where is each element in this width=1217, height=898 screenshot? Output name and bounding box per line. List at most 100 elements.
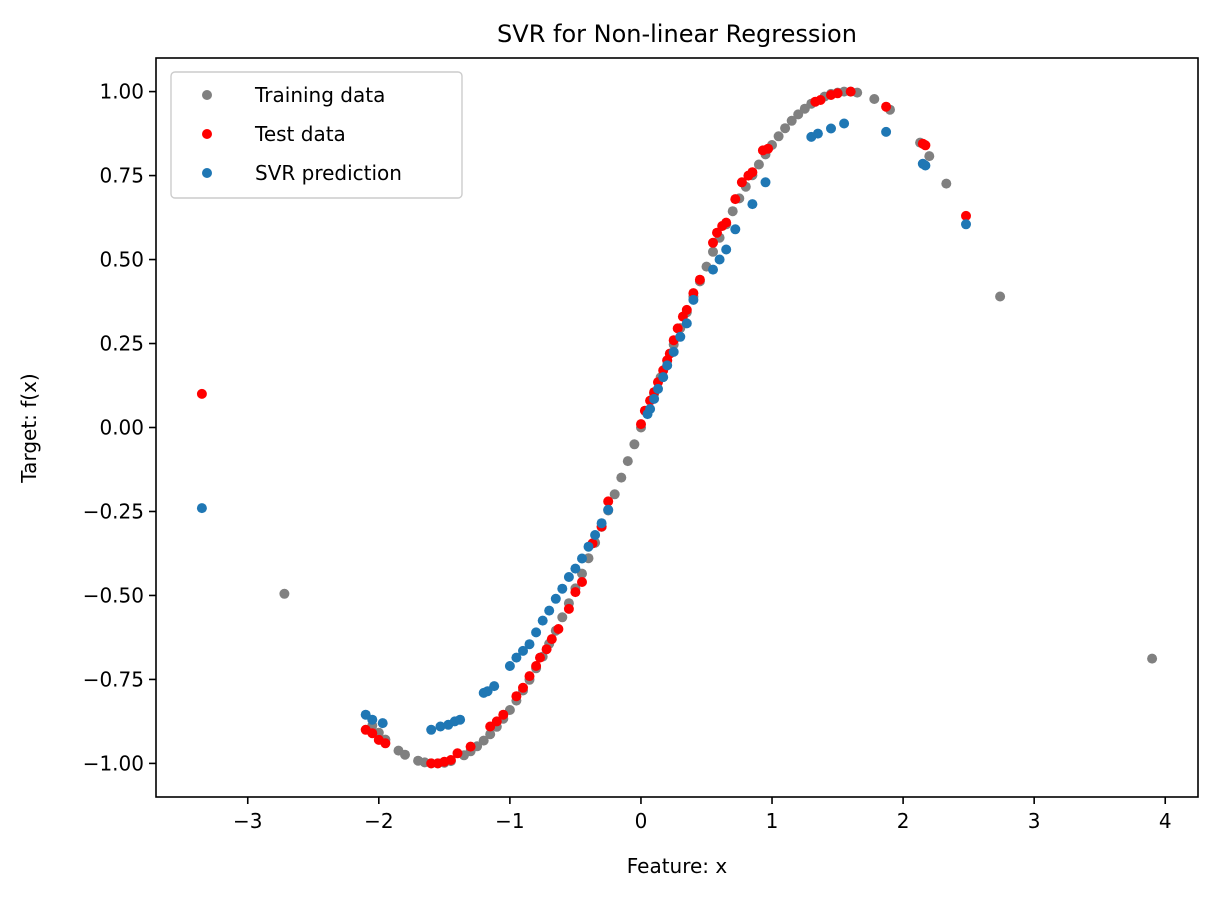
- data-point: [812, 128, 823, 139]
- data-point: [609, 489, 620, 500]
- data-point: [786, 115, 797, 126]
- data-point: [485, 729, 496, 740]
- data-point: [662, 360, 673, 371]
- data-point: [511, 691, 522, 702]
- data-point: [675, 331, 686, 342]
- x-tick-label: 0: [635, 809, 648, 833]
- data-point: [773, 131, 784, 142]
- data-point: [920, 160, 931, 171]
- data-point: [426, 724, 437, 735]
- data-point: [455, 714, 466, 725]
- data-point: [780, 123, 791, 134]
- y-tick-label: 0.75: [99, 164, 144, 188]
- data-point: [504, 661, 515, 671]
- data-point: [708, 246, 718, 257]
- data-point: [590, 530, 601, 540]
- data-point: [881, 126, 892, 137]
- data-point: [924, 151, 935, 162]
- data-point: [941, 178, 952, 189]
- data-point: [563, 603, 574, 614]
- data-point: [596, 518, 607, 529]
- data-point: [920, 140, 931, 151]
- data-point: [518, 645, 528, 656]
- data-point: [546, 634, 557, 645]
- data-point: [603, 496, 614, 507]
- y-tick-label: 1.00: [99, 80, 144, 104]
- data-point: [445, 755, 456, 765]
- data-point: [377, 718, 388, 729]
- data-point: [196, 388, 207, 399]
- data-point: [541, 644, 552, 655]
- data-point: [815, 95, 826, 105]
- data-point: [400, 749, 410, 760]
- data-point: [839, 118, 850, 129]
- data-point: [708, 264, 718, 275]
- data-point: [535, 652, 545, 663]
- data-point: [793, 109, 804, 120]
- y-tick-label: 0.25: [99, 332, 144, 356]
- data-point: [367, 728, 378, 739]
- data-point: [881, 101, 892, 112]
- data-point: [511, 652, 522, 663]
- data-point: [616, 472, 627, 483]
- data-point: [279, 588, 290, 599]
- data-point: [531, 661, 542, 671]
- data-point: [629, 439, 640, 450]
- x-tick-label: 4: [1159, 809, 1172, 833]
- y-tick-label: 0.50: [99, 248, 144, 272]
- data-point: [653, 383, 663, 394]
- plot-area: [196, 86, 1158, 769]
- data-point: [435, 721, 446, 732]
- data-point: [672, 323, 683, 334]
- data-point: [518, 682, 528, 693]
- data-point: [961, 219, 971, 230]
- x-tick-label: −1: [495, 809, 524, 833]
- data-point: [524, 671, 535, 682]
- data-point: [681, 304, 692, 315]
- data-point: [553, 624, 564, 634]
- plot-frame: [155, 57, 1199, 798]
- data-point: [570, 563, 581, 574]
- data-point: [645, 404, 656, 414]
- data-point: [845, 86, 856, 97]
- chart-title: SVR for Non-linear Regression: [497, 20, 857, 48]
- data-point: [727, 206, 738, 217]
- data-point: [603, 504, 614, 515]
- data-point: [478, 735, 489, 746]
- x-tick-label: −2: [364, 809, 393, 833]
- legend-label: Training data: [254, 83, 385, 107]
- data-point: [1147, 653, 1158, 664]
- data-point: [491, 716, 502, 727]
- data-point: [658, 372, 669, 383]
- y-tick-label: −0.50: [83, 583, 144, 607]
- data-point: [557, 612, 568, 623]
- legend-marker: [202, 129, 212, 139]
- data-point: [961, 210, 971, 221]
- data-point: [380, 738, 391, 749]
- x-tick-label: −3: [233, 809, 262, 833]
- data-point: [753, 159, 764, 170]
- data-point: [763, 143, 774, 154]
- data-point: [721, 244, 732, 255]
- legend-marker: [202, 90, 212, 100]
- data-point: [498, 709, 509, 720]
- data-point: [550, 593, 561, 604]
- y-tick-label: −0.25: [83, 499, 144, 523]
- data-point: [196, 503, 207, 514]
- x-tick-label: 2: [897, 809, 910, 833]
- y-tick-label: −0.75: [83, 667, 144, 691]
- data-point: [649, 393, 660, 404]
- x-axis: −3 −2 −1 0 1 2 3 4: [233, 797, 1172, 833]
- data-point: [760, 177, 771, 188]
- data-point: [668, 346, 679, 357]
- data-point: [524, 639, 535, 650]
- data-point: [832, 88, 843, 99]
- data-point: [489, 681, 500, 692]
- data-point: [563, 572, 574, 582]
- data-point: [747, 167, 758, 178]
- data-point: [736, 177, 747, 188]
- data-point: [694, 274, 705, 285]
- x-tick-label: 1: [766, 809, 779, 833]
- y-axis-label: Target: f(x): [17, 373, 41, 483]
